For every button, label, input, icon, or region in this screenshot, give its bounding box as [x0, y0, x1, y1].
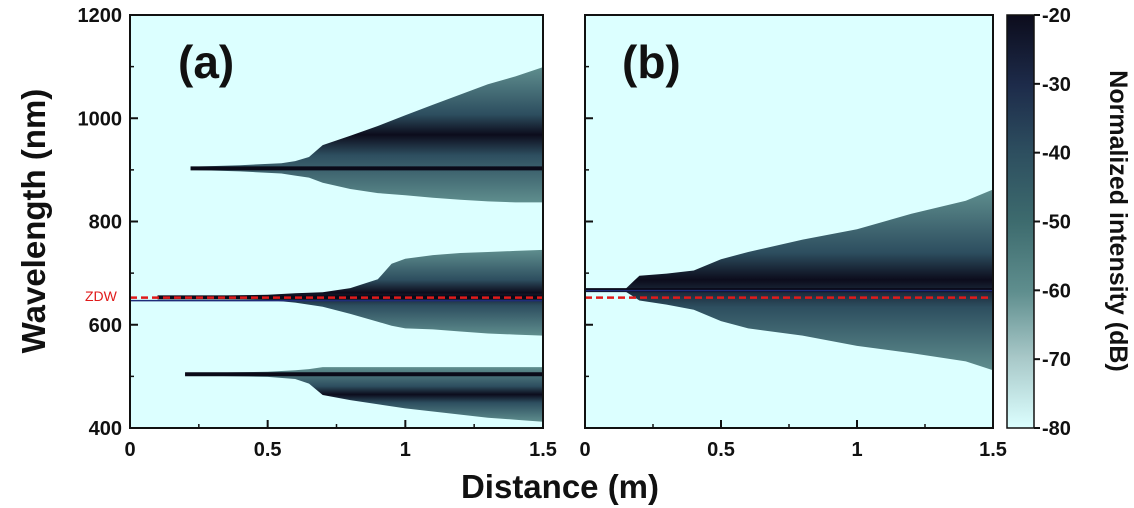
panel-a-y-ticks: 400 600 800 1000 1200: [78, 5, 138, 440]
colorbar-ticks: -20 -30 -40 -50 -60 -70 -80: [1034, 5, 1071, 440]
colorbar-tick-label: -70: [1042, 349, 1071, 371]
y-axis-title: Wavelength (nm): [15, 89, 52, 354]
x-tick-label: 0.5: [707, 439, 735, 461]
panel-b-label: (b): [622, 36, 681, 88]
zdw-annotation: ZDW: [85, 288, 118, 304]
colorbar-tick-label: -30: [1042, 74, 1071, 96]
y-tick-label: 400: [89, 418, 122, 440]
panel-b-y-ticks: [585, 14, 593, 429]
colorbar-gradient: [1006, 14, 1035, 429]
panel-a-background: [130, 15, 543, 428]
colorbar-tick-label: -80: [1042, 418, 1071, 440]
colorbar-title: Normalized intensity (dB): [1104, 70, 1132, 371]
x-tick-label: 0: [124, 439, 135, 461]
panel-a: ZDW (a) 400 600 800 1000 1200 0 0.5 1 1.5: [78, 5, 557, 461]
x-tick-label: 0.5: [254, 439, 282, 461]
panel-b: (b) 0 0.5 1 1.5: [579, 14, 1007, 461]
x-tick-label: 0: [579, 439, 590, 461]
colorbar: -20 -30 -40 -50 -60 -70 -80 Normalized intensi…: [1006, 5, 1132, 440]
colorbar-tick-label: -20: [1042, 5, 1071, 27]
x-tick-label: 1: [400, 439, 411, 461]
spectral-band-a-2: [185, 367, 543, 422]
colorbar-tick-label: -60: [1042, 280, 1071, 302]
colorbar-tick-label: -40: [1042, 143, 1071, 165]
x-tick-label: 1.5: [979, 439, 1007, 461]
panel-a-x-ticks: 0 0.5 1 1.5: [124, 420, 557, 461]
x-tick-label: 1: [851, 439, 862, 461]
x-tick-label: 1.5: [529, 439, 557, 461]
y-tick-label: 1200: [78, 5, 123, 27]
panel-b-x-ticks: 0 0.5 1 1.5: [579, 420, 1007, 461]
spectral-band-a-1: [157, 249, 543, 336]
spectral-band-b-0: [585, 189, 993, 371]
x-axis-title: Distance (m): [461, 468, 659, 505]
panel-a-label: (a): [178, 36, 234, 88]
y-tick-label: 800: [89, 212, 122, 234]
panel-a-bands: [157, 67, 543, 422]
colorbar-tick-label: -50: [1042, 212, 1071, 234]
y-tick-label: 600: [89, 315, 122, 337]
y-tick-label: 1000: [78, 108, 123, 130]
